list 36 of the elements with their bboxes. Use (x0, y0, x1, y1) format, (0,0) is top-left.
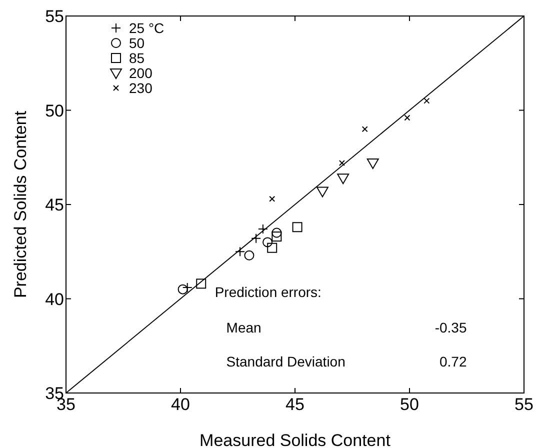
point (178, 284, 188, 294)
legend-label: 85 (129, 50, 145, 66)
point (404, 114, 410, 121)
point (316, 186, 328, 198)
y-tick-label: 40 (45, 290, 64, 309)
y-tick-label: 50 (45, 101, 64, 120)
point (244, 250, 254, 260)
point (424, 98, 430, 104)
point (292, 222, 302, 232)
x-axis-title: Measured Solids Content (200, 431, 391, 448)
legend-label: 230 (129, 80, 153, 96)
point (272, 228, 282, 238)
annotation: -0.35 (434, 320, 467, 336)
legend-label: 25 °C (129, 20, 164, 36)
x-tick-label: 40 (171, 395, 190, 414)
annotation: Standard Deviation (226, 354, 346, 370)
point (362, 126, 368, 132)
x-tick-label: 50 (400, 395, 419, 414)
annotation: Mean (226, 320, 262, 336)
point (269, 196, 276, 202)
legend-label: 200 (129, 65, 153, 81)
y-tick-label: 55 (45, 7, 64, 26)
point (262, 237, 273, 248)
point (337, 174, 350, 184)
annotation: 0.72 (440, 354, 467, 370)
x-tick-label: 45 (286, 395, 304, 414)
y-axis-title: Predicted Solids Content (11, 110, 30, 298)
x-tick-label: 55 (514, 395, 534, 414)
point (366, 158, 379, 170)
legend-label: 50 (129, 35, 145, 51)
annotation: Prediction errors: (214, 284, 322, 300)
point (338, 160, 345, 166)
y-tick-label: 45 (45, 196, 64, 214)
point (267, 242, 278, 253)
point (272, 232, 282, 242)
point (196, 278, 206, 289)
